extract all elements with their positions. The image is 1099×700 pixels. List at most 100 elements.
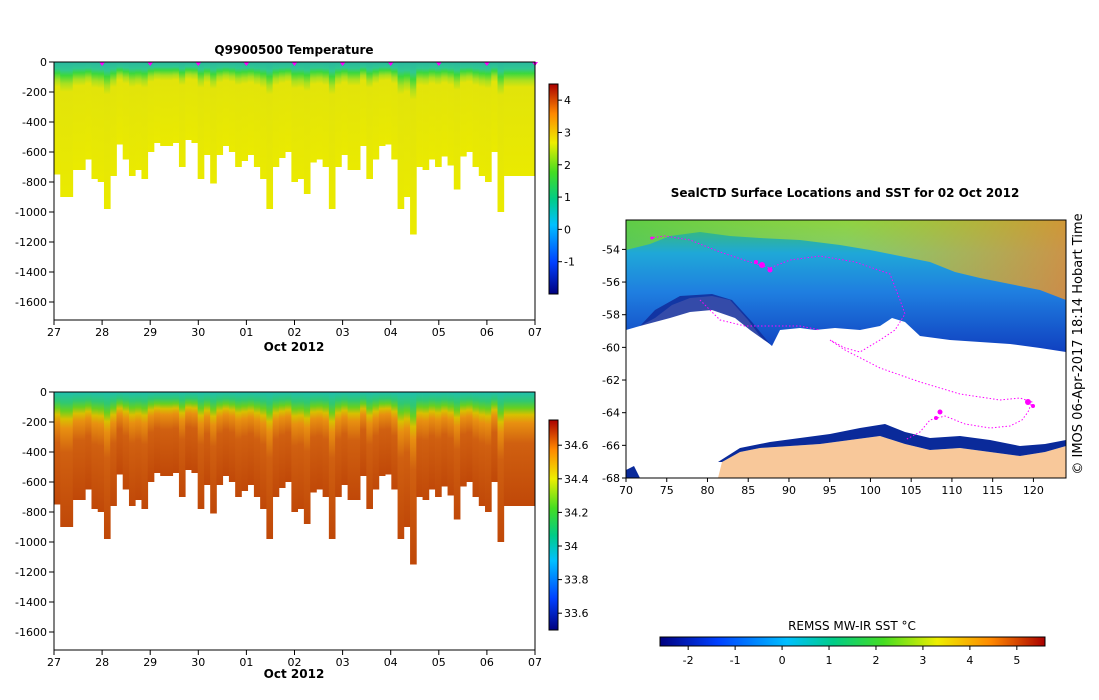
salinity-section-panel: 0 -200 -400 -600 -800 -1000 -1200 -1400 -1600 27 2…	[15, 386, 588, 681]
x-tick-label: 01	[239, 656, 253, 669]
x-tick-label: 30	[191, 656, 205, 669]
cast-column	[441, 62, 448, 157]
cast-column	[466, 62, 473, 152]
y-tick-label: -1400	[15, 596, 47, 609]
y-tick-label: -600	[22, 476, 47, 489]
cast-column	[385, 392, 392, 475]
cast-column	[510, 62, 517, 176]
cast-column	[160, 62, 167, 146]
cast-column	[103, 62, 111, 209]
cast-column	[85, 62, 92, 160]
cast-column	[178, 392, 186, 497]
cast-column	[366, 392, 373, 509]
cast-column	[272, 62, 280, 167]
cast-column	[328, 392, 336, 539]
map-field	[626, 220, 1066, 478]
cast-column	[316, 392, 324, 490]
cast-column	[297, 392, 305, 509]
cast-column	[60, 392, 67, 527]
cast-column	[510, 392, 517, 506]
cast-column	[372, 62, 380, 160]
cast-column	[435, 392, 442, 497]
salinity-axes: 0 -200 -400 -600 -800 -1000 -1200 -1400 -1600 27 2…	[15, 386, 542, 669]
cast-column	[91, 62, 99, 179]
cast-column	[485, 392, 492, 512]
x-tick-label: 75	[660, 484, 674, 497]
cast-column	[128, 62, 136, 176]
cast-column	[172, 62, 180, 143]
profile-marker	[195, 62, 202, 66]
cast-column	[460, 62, 467, 157]
profile-marker	[387, 62, 394, 66]
x-tick-label: 02	[288, 656, 302, 669]
cast-column	[516, 62, 523, 176]
colorbar-tick-label: 34	[564, 540, 578, 553]
cast-column	[303, 62, 311, 194]
y-tick-label: -1200	[15, 236, 47, 249]
cast-column	[116, 62, 124, 145]
profile-marker	[291, 62, 298, 66]
colorbar-tick-label: 1	[826, 654, 833, 667]
cast-column	[85, 392, 92, 490]
salinity-colorbar-ticks: 34.6 34.4 34.2 34 33.8 33.6	[558, 439, 589, 620]
colorbar-tick-label: 3	[564, 126, 571, 139]
cast-column	[241, 62, 249, 161]
profile-marker	[483, 62, 490, 66]
y-tick-label: -1600	[15, 296, 47, 309]
temperature-colorbar	[548, 83, 559, 295]
colorbar-tick-label: 1	[564, 191, 571, 204]
cast-column	[503, 392, 511, 506]
cast-column	[153, 62, 161, 143]
x-tick-label: 30	[191, 326, 205, 339]
cast-column	[397, 62, 405, 209]
cast-column	[403, 392, 411, 527]
cast-column	[116, 392, 124, 475]
temperature-casts	[54, 62, 536, 235]
sst-colorbar-ticks: -2 -1 0 1 2 3 4 5	[683, 646, 1020, 667]
seal-track	[649, 235, 1033, 441]
cast-column	[178, 62, 186, 167]
cast-column	[360, 392, 367, 476]
cast-column	[460, 392, 467, 487]
antarctic-land	[718, 436, 1066, 478]
cast-column	[103, 392, 111, 539]
y-tick-label: -600	[22, 146, 47, 159]
y-tick-label: -1400	[15, 266, 47, 279]
cast-column	[428, 392, 436, 490]
y-tick-label: -200	[22, 86, 47, 99]
cast-column	[291, 392, 299, 512]
map-title: SealCTD Surface Locations and SST for 02…	[671, 186, 1020, 200]
y-tick-label: -66	[602, 439, 620, 452]
temperature-colorbar-ticks: 4 3 2 1 0 -1	[558, 94, 575, 269]
y-tick-label: -58	[602, 309, 620, 322]
cast-column	[147, 62, 155, 152]
cast-column	[422, 392, 430, 500]
cast-column	[410, 392, 417, 565]
cast-column	[497, 62, 505, 212]
cast-column	[266, 62, 274, 209]
x-tick-label: 05	[432, 326, 446, 339]
x-tick-label: 03	[336, 656, 350, 669]
cast-column	[366, 62, 373, 179]
cast-column	[528, 62, 536, 176]
cast-column	[347, 62, 355, 170]
cast-column	[385, 62, 392, 145]
cast-column	[278, 62, 286, 158]
y-tick-label: -1200	[15, 566, 47, 579]
cast-column	[203, 392, 211, 485]
cast-column	[222, 392, 230, 476]
cast-column	[122, 392, 130, 490]
cast-column	[435, 62, 442, 167]
cast-column	[203, 62, 211, 155]
cast-column	[310, 62, 317, 163]
sst-map-panel: SealCTD Surface Locations and SST for 02…	[602, 186, 1086, 667]
y-tick-label: -62	[602, 374, 620, 387]
colorbar-tick-label: 33.6	[564, 607, 589, 620]
cast-column	[472, 392, 480, 497]
cast-column	[447, 392, 455, 496]
colorbar-tick-label: 0	[564, 223, 571, 236]
cast-column	[128, 392, 136, 506]
x-tick-label: 95	[823, 484, 837, 497]
temperature-xlabel: Oct 2012	[264, 340, 325, 354]
cast-column	[185, 62, 192, 140]
